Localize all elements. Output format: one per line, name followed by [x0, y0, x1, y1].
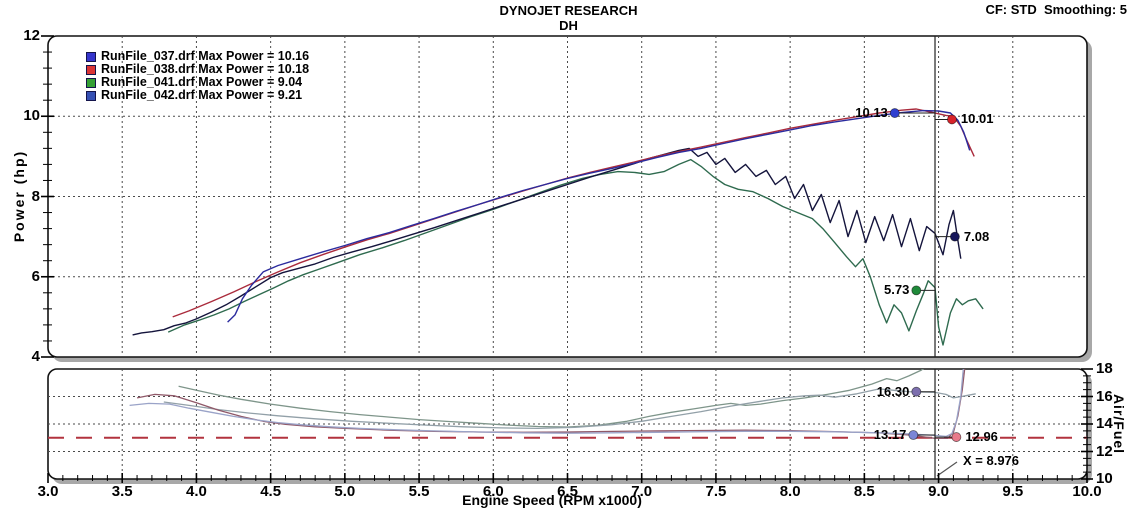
x-tick-label-4.5: 4.5: [260, 483, 282, 500]
power-curve-RunFile_038: [172, 108, 975, 318]
legend-label: RunFile_037.drf Max Power = 10.16: [101, 49, 310, 63]
cursor-readout-5.73: 5.73: [884, 282, 910, 298]
cursor-x-leader: [936, 461, 958, 477]
cursor-readout-10.01: 10.01: [960, 111, 994, 127]
af-tick-label-18: 18: [1096, 360, 1113, 377]
power-curve-RunFile_042: [132, 147, 962, 336]
af-tick-label-10: 10: [1096, 470, 1113, 487]
cursor-readout-7.08: 7.08: [963, 228, 990, 244]
af-tick-label-12: 12: [1096, 442, 1113, 460]
x-tick-label-10.0: 10.0: [1072, 483, 1102, 500]
legend-item-RunFile_041: RunFile_041.drf Max Power = 9.04: [86, 76, 309, 89]
cursor-marker-10.13: [889, 108, 900, 118]
cursor-readout-16.30: 16.30: [876, 383, 910, 399]
power-tick-label-10: 10: [23, 107, 40, 125]
x-tick-label-8.5: 8.5: [853, 483, 875, 500]
x-tick-label-5.0: 5.0: [334, 483, 356, 500]
power-tick-label-12: 12: [23, 27, 40, 44]
cursor-readout-12.96: 12.96: [965, 429, 998, 445]
legend-swatch-icon: [86, 90, 96, 101]
power-tick-label-8: 8: [31, 187, 40, 205]
legend-item-RunFile_042: RunFile_042.drf Max Power = 9.21: [86, 89, 309, 102]
cursor-marker-13.17: [908, 430, 919, 440]
legend-label: RunFile_041.drf Max Power = 9.04: [101, 75, 303, 89]
power-tick-label-4: 4: [31, 348, 40, 365]
x-tick-label-7.5: 7.5: [705, 483, 727, 500]
power-tick-label-6: 6: [31, 267, 40, 285]
x-tick-label-6.5: 6.5: [557, 483, 578, 500]
af-curve-RunFile_038_AF: [136, 369, 966, 440]
af-tick-label-14: 14: [1096, 415, 1113, 432]
af-curve-RunFile_041_AF: [178, 369, 925, 428]
cursor-marker-16.30: [911, 386, 922, 397]
legend-swatch-icon: [86, 64, 96, 75]
af-curve-RunFile_037_AF: [129, 369, 964, 438]
cursor-readout-13.17: 13.17: [873, 427, 907, 442]
x-tick-label-6.0: 6.0: [482, 483, 504, 500]
cursor-marker-7.08: [949, 231, 960, 242]
legend-swatch-icon: [86, 77, 96, 88]
x-tick-label-5.5: 5.5: [408, 483, 430, 500]
legend: RunFile_037.drf Max Power = 10.16 RunFile…: [86, 50, 309, 102]
af-tick-label-16: 16: [1096, 387, 1113, 405]
power-curve-RunFile_041: [167, 158, 984, 346]
page-title: DYNOJET RESEARCH: [499, 3, 638, 18]
legend-item-RunFile_037: RunFile_037.drf Max Power = 10.16: [86, 50, 309, 63]
cursor-marker-10.01: [947, 114, 957, 125]
cursor-x-readout: X = 8.976: [963, 453, 1020, 468]
x-tick-label-4.0: 4.0: [185, 483, 207, 500]
x-tick-label-9.0: 9.0: [928, 483, 949, 500]
power-axis-title: Power (hp): [11, 149, 27, 243]
airfuel-axis-title: Air/Fuel: [1111, 393, 1127, 455]
rpm-axis-title: Engine Speed (RPM x1000): [462, 492, 642, 508]
legend-swatch-icon: [86, 51, 96, 62]
cursor-readout-10.13: 10.13: [855, 105, 888, 121]
legend-label: RunFile_042.drf Max Power = 9.21: [101, 88, 303, 102]
x-tick-label-8.0: 8.0: [779, 483, 801, 500]
legend-item-RunFile_038: RunFile_038.drf Max Power = 10.18: [86, 63, 309, 76]
x-tick-label-9.5: 9.5: [1002, 483, 1024, 500]
x-tick-label-3.5: 3.5: [111, 483, 133, 500]
correction-smoothing-readout: CF: STD Smoothing: 5: [985, 2, 1127, 17]
x-tick-label-7.0: 7.0: [631, 483, 653, 500]
af-curve-RunFile_042_AF: [163, 388, 976, 430]
cursor-marker-12.96: [951, 432, 962, 442]
cursor-marker-5.73: [911, 285, 922, 296]
page-subtitle: DH: [559, 18, 578, 33]
x-tick-label-3.0: 3.0: [37, 483, 59, 500]
legend-label: RunFile_038.drf Max Power = 10.18: [101, 62, 310, 76]
